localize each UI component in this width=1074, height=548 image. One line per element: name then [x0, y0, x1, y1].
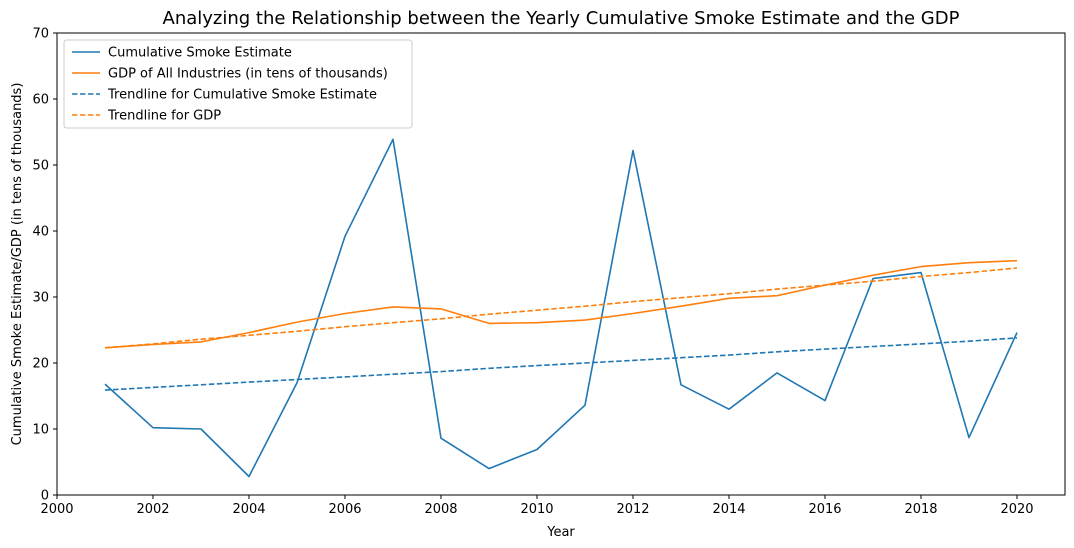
y-axis: 0 10 20 30 40 50 60 70 [32, 27, 57, 504]
legend-label-2: GDP of All Industries (in tens of thousa… [108, 67, 388, 82]
y-tick-label: 70 [32, 27, 49, 42]
legend-label-4: Trendline for GDP [107, 109, 221, 124]
x-axis-label: Year [546, 525, 575, 540]
plot-frame [56, 32, 1066, 496]
x-tick-label: 2006 [328, 502, 361, 517]
x-tick-label: 2014 [712, 502, 745, 517]
y-tick-label: 40 [32, 225, 49, 240]
series-lines [104, 138, 1018, 478]
x-tick-label: 2020 [1000, 502, 1033, 517]
x-tick-label: 2008 [424, 502, 457, 517]
chart-title: Analyzing the Relationship between the Y… [163, 8, 960, 29]
x-tick-label: 2010 [520, 502, 553, 517]
series-line-2 [104, 259, 1018, 349]
x-tick-label: 2012 [616, 502, 649, 517]
legend: Cumulative Smoke Estimate GDP of All Indu… [63, 39, 413, 129]
y-tick-label: 20 [32, 357, 49, 372]
x-tick-label: 2018 [904, 502, 937, 517]
plot-area [56, 32, 1066, 496]
y-tick-label: 30 [32, 291, 49, 306]
y-tick-label: 50 [32, 159, 49, 174]
x-axis: 2000 2002 2004 2006 2008 2010 2012 2014 2016 2018… [40, 495, 1034, 517]
x-tick-label: 2004 [232, 502, 265, 517]
series-line-3 [104, 337, 1018, 391]
series-line-1 [104, 138, 1018, 478]
legend-label-1: Cumulative Smoke Estimate [108, 46, 292, 61]
legend-label-3: Trendline for Cumulative Smoke Estimate [107, 88, 377, 103]
y-axis-label: Cumulative Smoke Estimate/GDP (in tens o… [10, 83, 25, 446]
y-tick-label: 60 [32, 93, 49, 108]
legend-box [63, 39, 413, 129]
y-tick-label: 0 [41, 489, 49, 504]
y-tick-label: 10 [32, 423, 49, 438]
x-tick-label: 2000 [40, 502, 73, 517]
series-line-4 [104, 267, 1018, 349]
x-tick-label: 2016 [808, 502, 841, 517]
x-tick-label: 2002 [136, 502, 169, 517]
